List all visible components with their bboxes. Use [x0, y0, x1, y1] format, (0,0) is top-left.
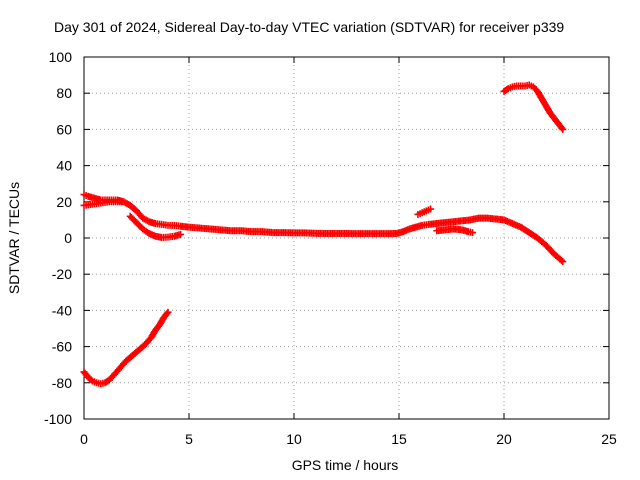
y-tick-label: 60 — [56, 121, 72, 137]
y-tick-label: 0 — [64, 230, 72, 246]
series-arc-6 — [433, 225, 476, 237]
data-point-fill — [557, 256, 565, 264]
series-arc-1 — [80, 191, 567, 266]
series-arc-7 — [500, 81, 567, 133]
axes — [83, 56, 610, 420]
grid-lines — [84, 57, 609, 419]
y-tick-label: -100 — [44, 411, 72, 427]
y-tick-label: -20 — [52, 266, 72, 282]
data-points — [80, 81, 567, 388]
y-tick-label: 40 — [56, 158, 72, 174]
y-tick-label: -80 — [52, 375, 72, 391]
series-arc-5 — [414, 205, 434, 218]
x-tick-label: 15 — [391, 431, 407, 447]
data-point-fill — [558, 124, 566, 132]
y-tick-label: 20 — [56, 194, 72, 210]
y-tick-label: -40 — [52, 302, 72, 318]
x-tick-label: 0 — [80, 431, 88, 447]
data-point — [559, 258, 567, 266]
y-tick-label: 100 — [49, 49, 73, 65]
data-point-fill — [163, 310, 171, 318]
x-tick-label: 25 — [601, 431, 617, 447]
tick-labels: 0 5 10 15 20 25 -100 -80 -60 -40 -20 0 20 40 60 80 100 — [44, 49, 617, 447]
x-tick-label: 10 — [286, 431, 302, 447]
x-tick-label: 5 — [185, 431, 193, 447]
series-arc-3 — [126, 212, 185, 241]
data-point — [118, 198, 126, 206]
series-arc-2 — [80, 198, 126, 209]
data-point — [164, 308, 172, 316]
x-axis-label: GPS time / hours — [292, 457, 399, 473]
series-arc-4 — [80, 308, 172, 388]
y-axis-label: SDTVAR / TECUs — [6, 182, 22, 294]
data-point — [469, 229, 476, 237]
chart-title: Day 301 of 2024, Sidereal Day-to-day VTE… — [54, 19, 564, 35]
data-point — [177, 230, 185, 238]
y-tick-label: -60 — [52, 339, 72, 355]
data-point — [427, 205, 434, 213]
x-tick-label: 20 — [496, 431, 512, 447]
data-point — [559, 125, 567, 133]
y-tick-label: 80 — [56, 85, 72, 101]
